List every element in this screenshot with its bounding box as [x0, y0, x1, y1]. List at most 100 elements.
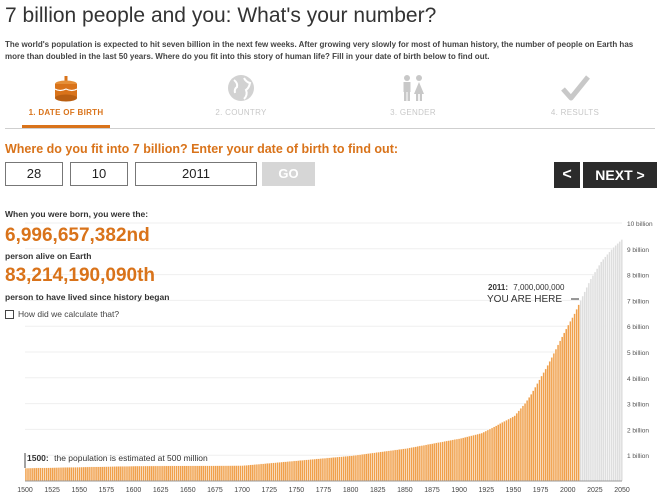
- population-bar: [550, 357, 553, 482]
- population-bar: [410, 447, 413, 482]
- population-bar: [175, 465, 178, 482]
- population-bar: [429, 443, 432, 482]
- how-calculated-text[interactable]: How did we calculate that?: [18, 309, 120, 319]
- population-bar: [183, 465, 186, 482]
- population-bar: [431, 443, 434, 482]
- population-bar: [191, 465, 195, 482]
- population-bar: [573, 313, 576, 482]
- step-date-of-birth[interactable]: 1. DATE OF BIRTH: [1, 72, 131, 117]
- population-bar: [218, 465, 221, 482]
- x-tick-label: 1950: [506, 487, 522, 493]
- x-tick-label: 2050: [614, 487, 630, 493]
- population-bar: [290, 460, 294, 482]
- population-bar: [257, 463, 261, 482]
- population-bar: [396, 449, 399, 482]
- population-bar: [66, 467, 69, 482]
- population-bar: [78, 466, 81, 482]
- population-bar: [360, 454, 364, 482]
- population-bar: [517, 410, 520, 482]
- population-bar: [39, 467, 42, 482]
- previous-button[interactable]: <: [554, 162, 580, 188]
- step-country[interactable]: 2. COUNTRY: [176, 72, 306, 117]
- population-bar: [204, 465, 207, 482]
- population-bar: [220, 465, 223, 482]
- population-bar: [35, 467, 38, 482]
- population-bar: [51, 467, 54, 482]
- x-tick-label: 2000: [560, 487, 576, 493]
- projection-bar: [610, 249, 613, 482]
- population-bar: [154, 465, 158, 482]
- step-label: 4. RESULTS: [550, 108, 600, 117]
- population-bar: [270, 462, 273, 482]
- population-bar: [303, 459, 306, 482]
- projection-bar: [579, 300, 582, 482]
- how-calculated-link[interactable]: How did we calculate that?: [5, 309, 119, 319]
- population-bar: [226, 465, 230, 482]
- population-bar: [82, 466, 85, 482]
- population-bar: [439, 441, 442, 482]
- y-tick-label: 7 billion: [627, 298, 649, 305]
- population-bar: [499, 423, 502, 482]
- population-bar: [501, 422, 504, 482]
- step-results[interactable]: 4. RESULTS: [510, 72, 640, 117]
- population-bar: [216, 465, 219, 482]
- population-bar: [443, 441, 446, 482]
- population-bar: [315, 458, 318, 482]
- ever-number: 83,214,190,090th: [5, 265, 156, 286]
- population-bar: [193, 465, 197, 482]
- population-bar: [31, 467, 34, 482]
- population-bar: [548, 361, 551, 482]
- population-bar: [231, 465, 234, 482]
- next-button[interactable]: NEXT >: [583, 162, 657, 188]
- population-bar: [72, 467, 75, 482]
- population-bar: [336, 456, 339, 482]
- population-bar: [445, 440, 448, 482]
- x-tick-label: 1975: [533, 487, 549, 493]
- population-bar: [530, 393, 533, 482]
- population-bar: [97, 466, 100, 482]
- population-bar: [113, 466, 116, 482]
- population-bar: [521, 405, 525, 482]
- population-bar: [497, 424, 500, 482]
- projection-bar: [591, 275, 595, 482]
- population-bar: [294, 460, 298, 482]
- population-bar: [165, 465, 168, 482]
- population-bar: [264, 463, 267, 482]
- y-tick-label: 1 billion: [627, 453, 649, 460]
- population-bar: [447, 440, 450, 482]
- population-bar: [476, 433, 479, 482]
- projection-bar: [589, 278, 593, 482]
- population-bar: [212, 465, 215, 482]
- population-bar: [319, 458, 322, 482]
- go-button[interactable]: GO: [262, 162, 315, 186]
- population-bar: [132, 465, 135, 482]
- here-annotation: 2011: 7,000,000,000: [488, 283, 565, 292]
- x-tick-label: 1800: [343, 487, 359, 493]
- globe-icon: [176, 72, 306, 104]
- population-bar: [309, 459, 312, 482]
- population-bar: [367, 453, 370, 482]
- month-field[interactable]: 10: [70, 162, 128, 186]
- population-bar: [59, 467, 63, 482]
- population-bar: [288, 461, 292, 482]
- step-gender[interactable]: 3. GENDER: [348, 72, 478, 117]
- population-bar: [88, 466, 92, 482]
- x-tick-label: 1850: [397, 487, 413, 493]
- day-field[interactable]: 28: [5, 162, 63, 186]
- population-bar: [142, 465, 145, 482]
- population-bar: [464, 436, 467, 482]
- population-bar: [363, 453, 366, 482]
- x-tick-label: 1925: [479, 487, 495, 493]
- projection-bar: [595, 268, 599, 482]
- population-bar: [243, 465, 246, 482]
- projection-bar: [614, 245, 617, 482]
- population-bar: [350, 455, 353, 482]
- population-bar: [90, 466, 94, 482]
- year-field[interactable]: 2011: [135, 162, 257, 186]
- step-nav: 1. DATE OF BIRTH 2. COUNTRY 3. GENDER: [0, 72, 660, 128]
- x-tick-label: 1825: [370, 487, 386, 493]
- x-tick-label: 1900: [451, 487, 467, 493]
- population-bar: [575, 308, 578, 482]
- population-bar: [327, 457, 331, 482]
- population-bar: [57, 467, 61, 482]
